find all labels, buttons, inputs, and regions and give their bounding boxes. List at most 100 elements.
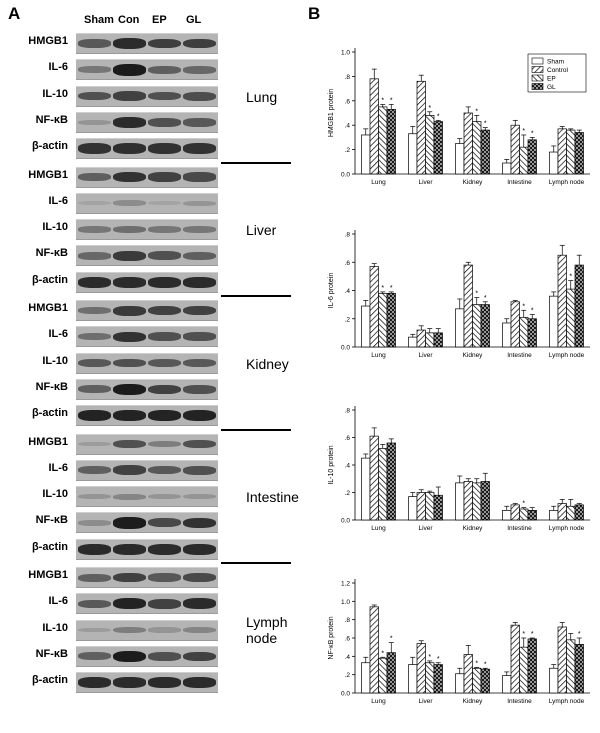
x-category-label: Kidney [463,525,484,532]
x-category-label: Lymph node [549,352,585,359]
y-tick-label: .8 [345,74,351,81]
bar [574,644,584,694]
lane-header: EP [152,14,167,26]
significance-star: * [428,105,431,112]
blot-row-label: HMGB1 [28,435,68,448]
significance-star: * [484,295,487,302]
blot-strip [76,645,218,667]
significance-star: * [390,285,393,292]
blot-row-label: NF-κB [35,113,68,126]
blot-band [113,439,146,449]
bar [502,510,512,521]
blot-band [78,66,111,74]
y-tick-label: .8 [345,232,351,239]
blot-band [183,172,216,182]
blot-band [148,384,181,395]
blot-row-label: IL-6 [48,194,68,207]
blot-band [148,65,181,74]
blot-band [78,573,111,582]
blot-band [78,276,111,288]
blot-band [148,598,181,609]
legend-label: EP [547,76,556,83]
blot-band [183,200,216,206]
group-divider [221,161,291,164]
blot-band [78,91,111,101]
x-category-label: Lung [371,352,386,359]
blot-band [183,627,216,634]
significance-star: * [578,631,581,638]
blot-band [78,306,111,315]
significance-star: * [531,130,534,137]
significance-star: * [381,650,384,657]
blot-band [183,38,216,49]
blot-band [148,573,181,582]
lane-header: GL [186,14,202,26]
bar [527,638,537,694]
bar [361,134,371,175]
blot-band [183,493,216,500]
blot-row-label: IL-6 [48,461,68,474]
bar [574,264,584,348]
y-tick-label: .4 [345,288,351,295]
blot-band [113,598,146,610]
bar [566,505,576,521]
blot-row-label: IL-10 [42,488,68,501]
blot-band [78,677,111,689]
organ-label: Lung [246,88,278,105]
blot-strip [76,271,218,293]
blot-row-label: β-actin [31,674,68,687]
significance-star: * [437,656,440,663]
blot-band [78,39,111,48]
blot-band [113,358,146,368]
blot-band [78,441,111,447]
blot-band [183,358,216,368]
bar [433,494,443,521]
bar [480,668,490,694]
blot-band [78,466,111,475]
blot-strip [76,672,218,694]
blot-band [78,385,111,394]
bar [527,139,537,175]
y-tick-label: 1.2 [341,581,350,588]
x-category-label: Kidney [463,698,484,705]
lane-header: Con [118,14,140,26]
bar [416,643,426,694]
blot-band [113,626,146,634]
x-category-label: Lymph node [549,179,585,186]
bar [519,508,529,521]
group-divider [221,562,291,564]
blot-band [148,143,181,154]
bar [455,143,465,175]
blot-strip [76,378,218,400]
blot-band [113,225,146,234]
significance-star: * [484,661,487,668]
blot-strip [76,405,218,427]
blot-band [113,677,146,689]
blot-band [113,493,146,500]
y-tick-label: .4 [345,654,351,661]
x-category-label: Kidney [463,179,484,186]
bar [416,492,426,521]
group-divider [221,295,291,297]
bar [361,457,371,521]
group-divider [221,428,291,431]
significance-star: * [475,291,478,298]
bar [510,124,520,175]
blot-band [113,650,146,663]
blot-row-label: NF-κB [35,247,68,260]
y-tick-label: 1.0 [341,599,350,606]
x-category-label: Lymph node [549,525,585,532]
blot-band [78,201,111,206]
legend-label: Sham [547,59,564,66]
bar [472,121,482,175]
bar [480,129,490,175]
blot-band [113,63,146,76]
x-category-label: Liver [418,698,433,705]
blot-band [183,226,216,233]
blot-band [113,517,146,529]
blot-band [148,518,181,528]
blot-band [113,410,146,422]
organ-label: Kidney [246,355,289,372]
x-category-label: Lung [371,698,386,705]
x-category-label: Intestine [507,352,532,359]
